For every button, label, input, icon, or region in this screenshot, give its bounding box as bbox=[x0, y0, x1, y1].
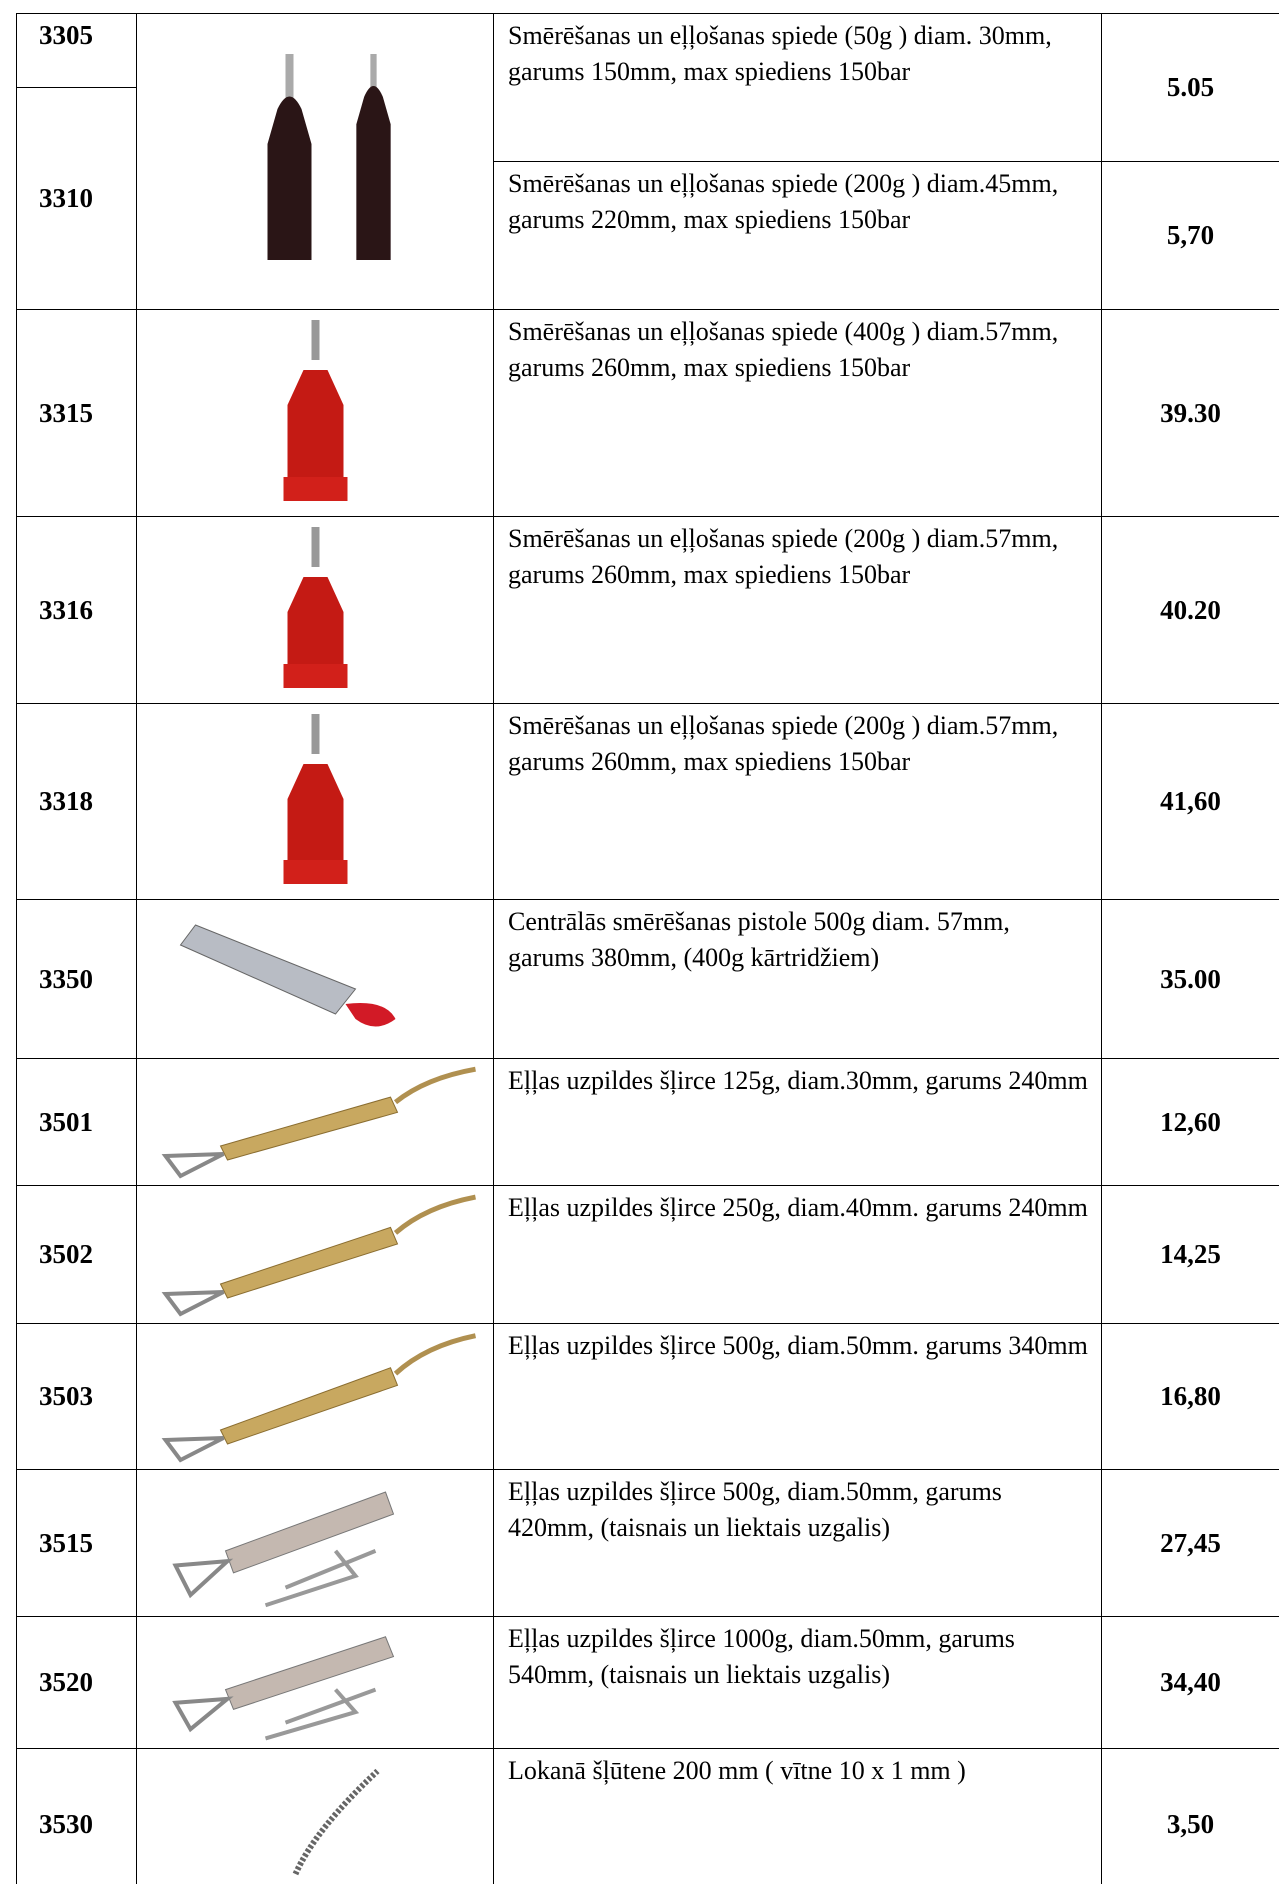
price-cell: 41,60 bbox=[1101, 703, 1279, 900]
price-cell: 35.00 bbox=[1101, 899, 1279, 1059]
description-cell: Smērēšanas un eļļošanas spiede (200g ) d… bbox=[493, 703, 1102, 900]
product-image-cell bbox=[136, 309, 494, 517]
price-cell: 39.30 bbox=[1101, 309, 1279, 517]
code-cell-text: 3503 bbox=[39, 1381, 93, 1412]
code-cell: 3530 bbox=[16, 1748, 137, 1884]
price-cell-text: 39.30 bbox=[1160, 398, 1221, 429]
code-cell-text: 3520 bbox=[39, 1667, 93, 1698]
product-image-cell bbox=[136, 1323, 494, 1470]
description-cell: Centrālās smērēšanas pistole 500g diam. … bbox=[493, 899, 1102, 1059]
description-cell-text: Centrālās smērēšanas pistole 500g diam. … bbox=[508, 907, 1010, 972]
code-cell-text: 3318 bbox=[39, 786, 93, 817]
price-list: 3305 Smērēšanas un eļļošanas spiede (50g … bbox=[0, 0, 1279, 1884]
product-image bbox=[137, 704, 494, 900]
code-cell: 3502 bbox=[16, 1185, 137, 1324]
product-image bbox=[137, 1470, 494, 1617]
description-cell-text: Eļļas uzpildes šļirce 125g, diam.30mm, g… bbox=[508, 1066, 1088, 1095]
product-image bbox=[137, 517, 494, 704]
description-cell: Eļļas uzpildes šļirce 125g, diam.30mm, g… bbox=[493, 1058, 1102, 1186]
description-cell-text: Smērēšanas un eļļošanas spiede (200g ) d… bbox=[508, 524, 1058, 589]
code-cell: 3310 bbox=[16, 87, 137, 310]
description-cell-text: Smērēšanas un eļļošanas spiede (200g ) d… bbox=[508, 169, 1058, 234]
description-cell-text: Lokanā šļūtene 200 mm ( vītne 10 x 1 mm … bbox=[508, 1756, 966, 1785]
description-cell: Smērēšanas un eļļošanas spiede (400g ) d… bbox=[493, 309, 1102, 517]
price-cell-text: 16,80 bbox=[1160, 1381, 1221, 1412]
code-cell-text: 3310 bbox=[39, 183, 93, 214]
code-cell: 3501 bbox=[16, 1058, 137, 1186]
description-cell-text: Eļļas uzpildes šļirce 500g, diam.50mm, g… bbox=[508, 1477, 1002, 1542]
description-cell: Lokanā šļūtene 200 mm ( vītne 10 x 1 mm … bbox=[493, 1748, 1102, 1884]
description-cell: Eļļas uzpildes šļirce 250g, diam.40mm. g… bbox=[493, 1185, 1102, 1324]
description-cell-text: Eļļas uzpildes šļirce 500g, diam.50mm. g… bbox=[508, 1331, 1088, 1360]
product-image bbox=[137, 900, 494, 1059]
price-cell: 34,40 bbox=[1101, 1616, 1279, 1749]
price-cell: 16,80 bbox=[1101, 1323, 1279, 1470]
price-cell-text: 14,25 bbox=[1160, 1239, 1221, 1270]
description-cell: Eļļas uzpildes šļirce 500g, diam.50mm, g… bbox=[493, 1469, 1102, 1617]
product-image-cell bbox=[136, 1616, 494, 1749]
product-image-cell bbox=[136, 899, 494, 1059]
description-cell: Smērēšanas un eļļošanas spiede (200g ) d… bbox=[493, 161, 1102, 310]
code-cell: 3520 bbox=[16, 1616, 137, 1749]
description-cell-text: Eļļas uzpildes šļirce 1000g, diam.50mm, … bbox=[508, 1624, 1015, 1689]
price-cell-text: 5,70 bbox=[1167, 220, 1214, 251]
price-cell: 5,70 bbox=[1101, 161, 1279, 310]
price-cell-text: 41,60 bbox=[1160, 786, 1221, 817]
product-image-cell bbox=[136, 1058, 494, 1186]
price-cell: 27,45 bbox=[1101, 1469, 1279, 1617]
code-cell-text: 3502 bbox=[39, 1239, 93, 1270]
code-cell-text: 3501 bbox=[39, 1107, 93, 1138]
product-image-cell bbox=[136, 516, 494, 704]
description-cell: Eļļas uzpildes šļirce 1000g, diam.50mm, … bbox=[493, 1616, 1102, 1749]
price-cell-text: 35.00 bbox=[1160, 964, 1221, 995]
code-cell-text: 3515 bbox=[39, 1528, 93, 1559]
code-cell-text: 3350 bbox=[39, 964, 93, 995]
price-cell-text: 12,60 bbox=[1160, 1107, 1221, 1138]
price-cell: 40.20 bbox=[1101, 516, 1279, 704]
product-image-cell bbox=[136, 1469, 494, 1617]
description-cell-text: Smērēšanas un eļļošanas spiede (200g ) d… bbox=[508, 711, 1058, 776]
code-cell: 3316 bbox=[16, 516, 137, 704]
product-image bbox=[137, 1186, 494, 1324]
description-cell: Eļļas uzpildes šļirce 500g, diam.50mm. g… bbox=[493, 1323, 1102, 1470]
description-cell-text: Smērēšanas un eļļošanas spiede (50g ) di… bbox=[508, 21, 1052, 86]
price-cell: 14,25 bbox=[1101, 1185, 1279, 1324]
product-image bbox=[137, 1749, 494, 1884]
product-image bbox=[137, 1059, 494, 1186]
code-cell: 3305 bbox=[16, 13, 137, 88]
description-cell-text: Eļļas uzpildes šļirce 250g, diam.40mm. g… bbox=[508, 1193, 1088, 1222]
code-cell-text: 3316 bbox=[39, 595, 93, 626]
price-cell: 12,60 bbox=[1101, 1058, 1279, 1186]
description-cell: Smērēšanas un eļļošanas spiede (200g ) d… bbox=[493, 516, 1102, 704]
product-image-cell bbox=[136, 703, 494, 900]
price-cell: 3,50 bbox=[1101, 1748, 1279, 1884]
product-image-cell bbox=[136, 13, 494, 310]
product-image bbox=[137, 310, 494, 517]
code-cell: 3318 bbox=[16, 703, 137, 900]
product-image-cell bbox=[136, 1748, 494, 1884]
code-cell: 3350 bbox=[16, 899, 137, 1059]
product-image bbox=[137, 1324, 494, 1470]
product-image-cell bbox=[136, 1185, 494, 1324]
price-cell-text: 27,45 bbox=[1160, 1528, 1221, 1559]
code-cell: 3315 bbox=[16, 309, 137, 517]
description-cell: Smērēšanas un eļļošanas spiede (50g ) di… bbox=[493, 13, 1102, 162]
price-cell-text: 3,50 bbox=[1167, 1809, 1214, 1840]
code-cell-text: 3305 bbox=[39, 20, 93, 51]
product-image bbox=[137, 1617, 494, 1749]
price-cell-text: 34,40 bbox=[1160, 1667, 1221, 1698]
product-image bbox=[137, 14, 494, 310]
code-cell: 3503 bbox=[16, 1323, 137, 1470]
code-cell: 3515 bbox=[16, 1469, 137, 1617]
price-cell-text: 40.20 bbox=[1160, 595, 1221, 626]
code-cell-text: 3530 bbox=[39, 1809, 93, 1840]
price-cell-text: 5.05 bbox=[1167, 72, 1214, 103]
description-cell-text: Smērēšanas un eļļošanas spiede (400g ) d… bbox=[508, 317, 1058, 382]
price-cell: 5.05 bbox=[1101, 13, 1279, 162]
code-cell-text: 3315 bbox=[39, 398, 93, 429]
